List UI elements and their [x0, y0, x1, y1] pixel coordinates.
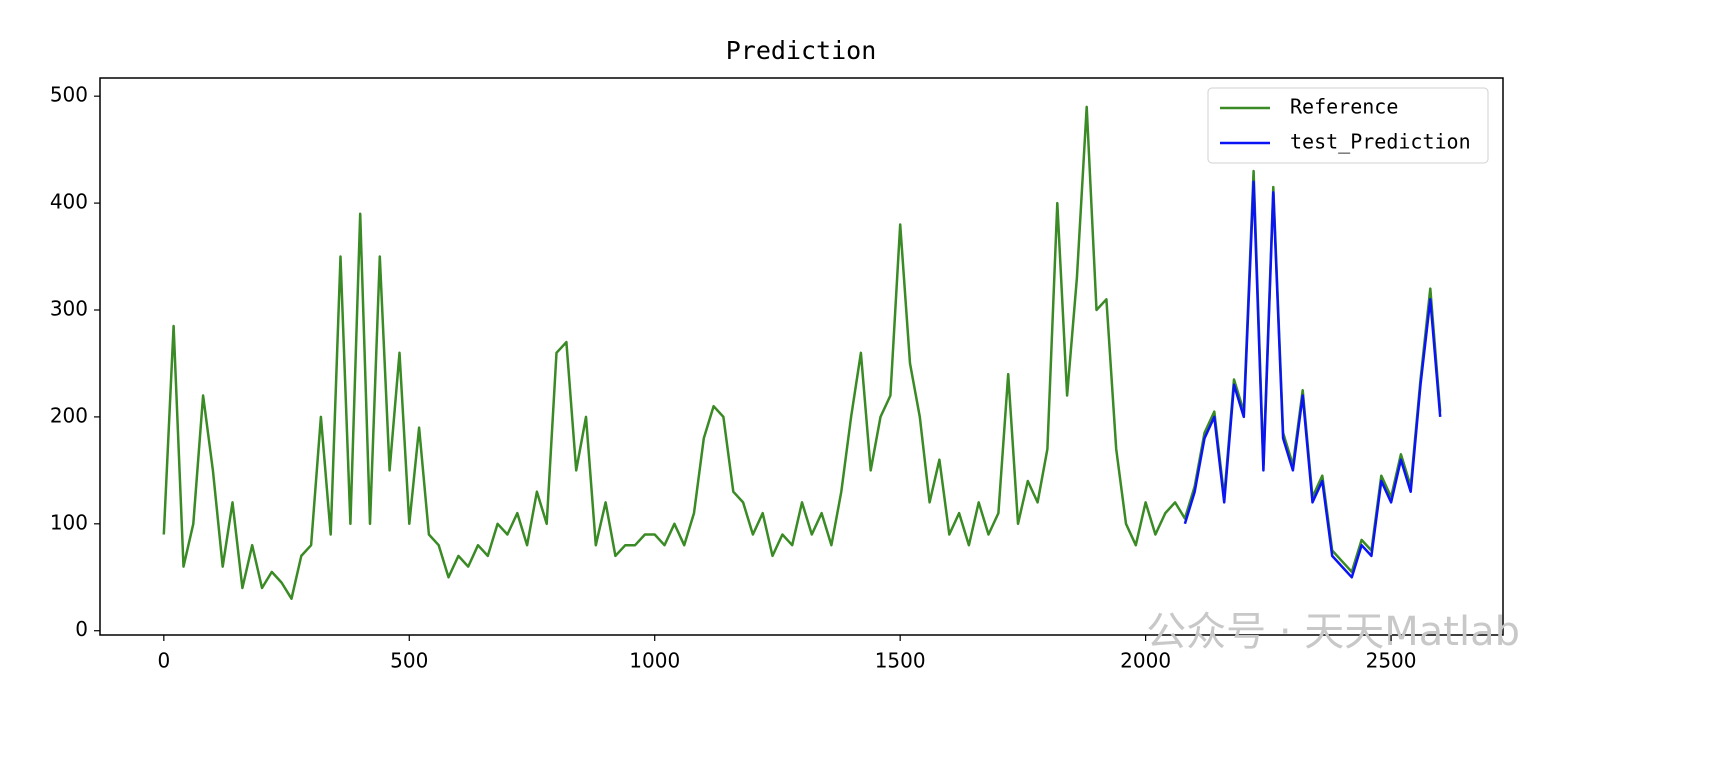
y-tick-label: 300 [50, 296, 88, 320]
x-tick-label: 2000 [1120, 649, 1171, 673]
x-tick-label: 500 [390, 649, 428, 673]
legend-label: test_Prediction [1290, 130, 1471, 154]
legend: Reference test_Prediction [1207, 87, 1489, 164]
axes-frame [99, 77, 1504, 636]
y-tick-label: 100 [50, 510, 88, 534]
x-tick-label: 1000 [629, 649, 680, 673]
watermark: 公众号 · 天天Matlab [1146, 609, 1520, 655]
chart-title: Prediction [726, 36, 877, 65]
y-tick-label: 400 [50, 190, 88, 214]
y-tick-label: 200 [50, 403, 88, 427]
legend-box [1207, 87, 1489, 164]
y-tick-label: 500 [50, 83, 88, 107]
x-tick-label: 2500 [1366, 649, 1417, 673]
legend-label: Reference [1290, 95, 1398, 119]
series-line [162, 105, 1442, 600]
plot-area [162, 105, 1442, 600]
series-line [1183, 180, 1442, 579]
x-tick-label: 1500 [875, 649, 926, 673]
y-tick-label: 0 [75, 617, 88, 641]
x-tick-label: 0 [157, 649, 170, 673]
